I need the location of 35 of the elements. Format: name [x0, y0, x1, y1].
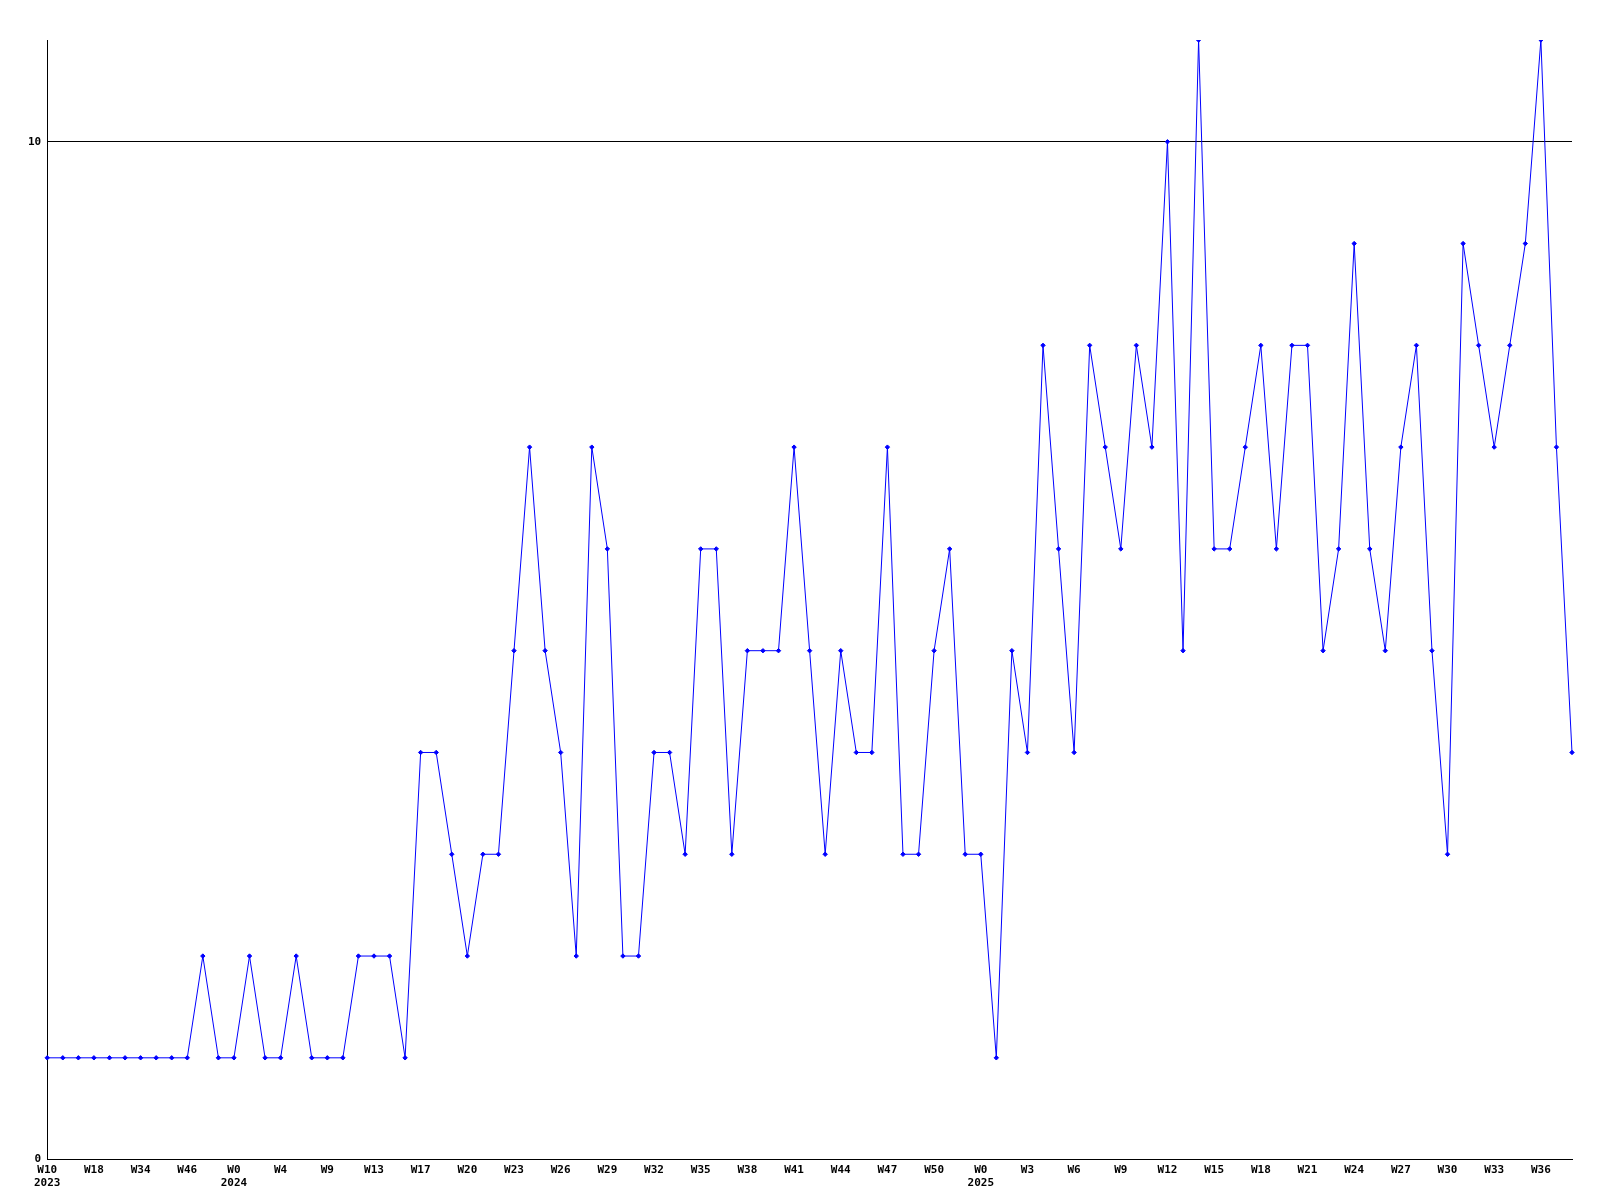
x-tick-label: W27 [1390, 1163, 1411, 1177]
y-tick-label: 0 [34, 1152, 42, 1166]
x-tick-label: W18 [83, 1163, 104, 1177]
x-tick-label: W36 [1530, 1163, 1552, 1177]
x-tick-label: W15 [1204, 1163, 1225, 1177]
x-tick-label: W29 [597, 1163, 618, 1177]
y-tick-label: 10 [28, 134, 42, 148]
x-tick-label: W50 [924, 1163, 945, 1177]
x-tick-label: W32 [644, 1163, 664, 1177]
x-tick-label: W4 [274, 1163, 288, 1177]
x-tick-label: W13 [364, 1163, 384, 1177]
x-tick-label: W41 [784, 1163, 805, 1177]
x-tick-label: W0 2024 [220, 1163, 248, 1190]
x-tick-label: W35 [690, 1163, 711, 1177]
x-tick-label: W0 2025 [967, 1163, 995, 1190]
x-tick-label: W44 [830, 1163, 852, 1177]
x-tick-label: W46 [177, 1163, 198, 1177]
x-tick-label: W9 [1114, 1163, 1128, 1177]
x-tick-label: W17 [410, 1163, 431, 1177]
x-tick-label: W6 [1067, 1163, 1082, 1177]
x-tick-label: W20 [457, 1163, 478, 1177]
x-tick-label: W12 [1157, 1163, 1178, 1177]
x-tick-label: W34 [130, 1163, 151, 1177]
x-tick-label: W33 [1484, 1163, 1505, 1177]
x-tick-label: W38 [737, 1163, 758, 1177]
x-tick-label: W3 [1020, 1163, 1035, 1177]
x-tick-label: W23 [504, 1163, 524, 1177]
x-tick-label: W18 [1250, 1163, 1271, 1177]
x-tick-label: W26 [550, 1163, 571, 1177]
x-tick-label: W30 [1437, 1163, 1458, 1177]
x-tick-label: W10 2023 [34, 1163, 61, 1190]
x-tick-label: W21 [1297, 1163, 1318, 1177]
x-tick-label: W9 [320, 1163, 334, 1177]
x-tick-label: W24 [1344, 1163, 1365, 1177]
x-tick-label: W47 [877, 1163, 898, 1177]
